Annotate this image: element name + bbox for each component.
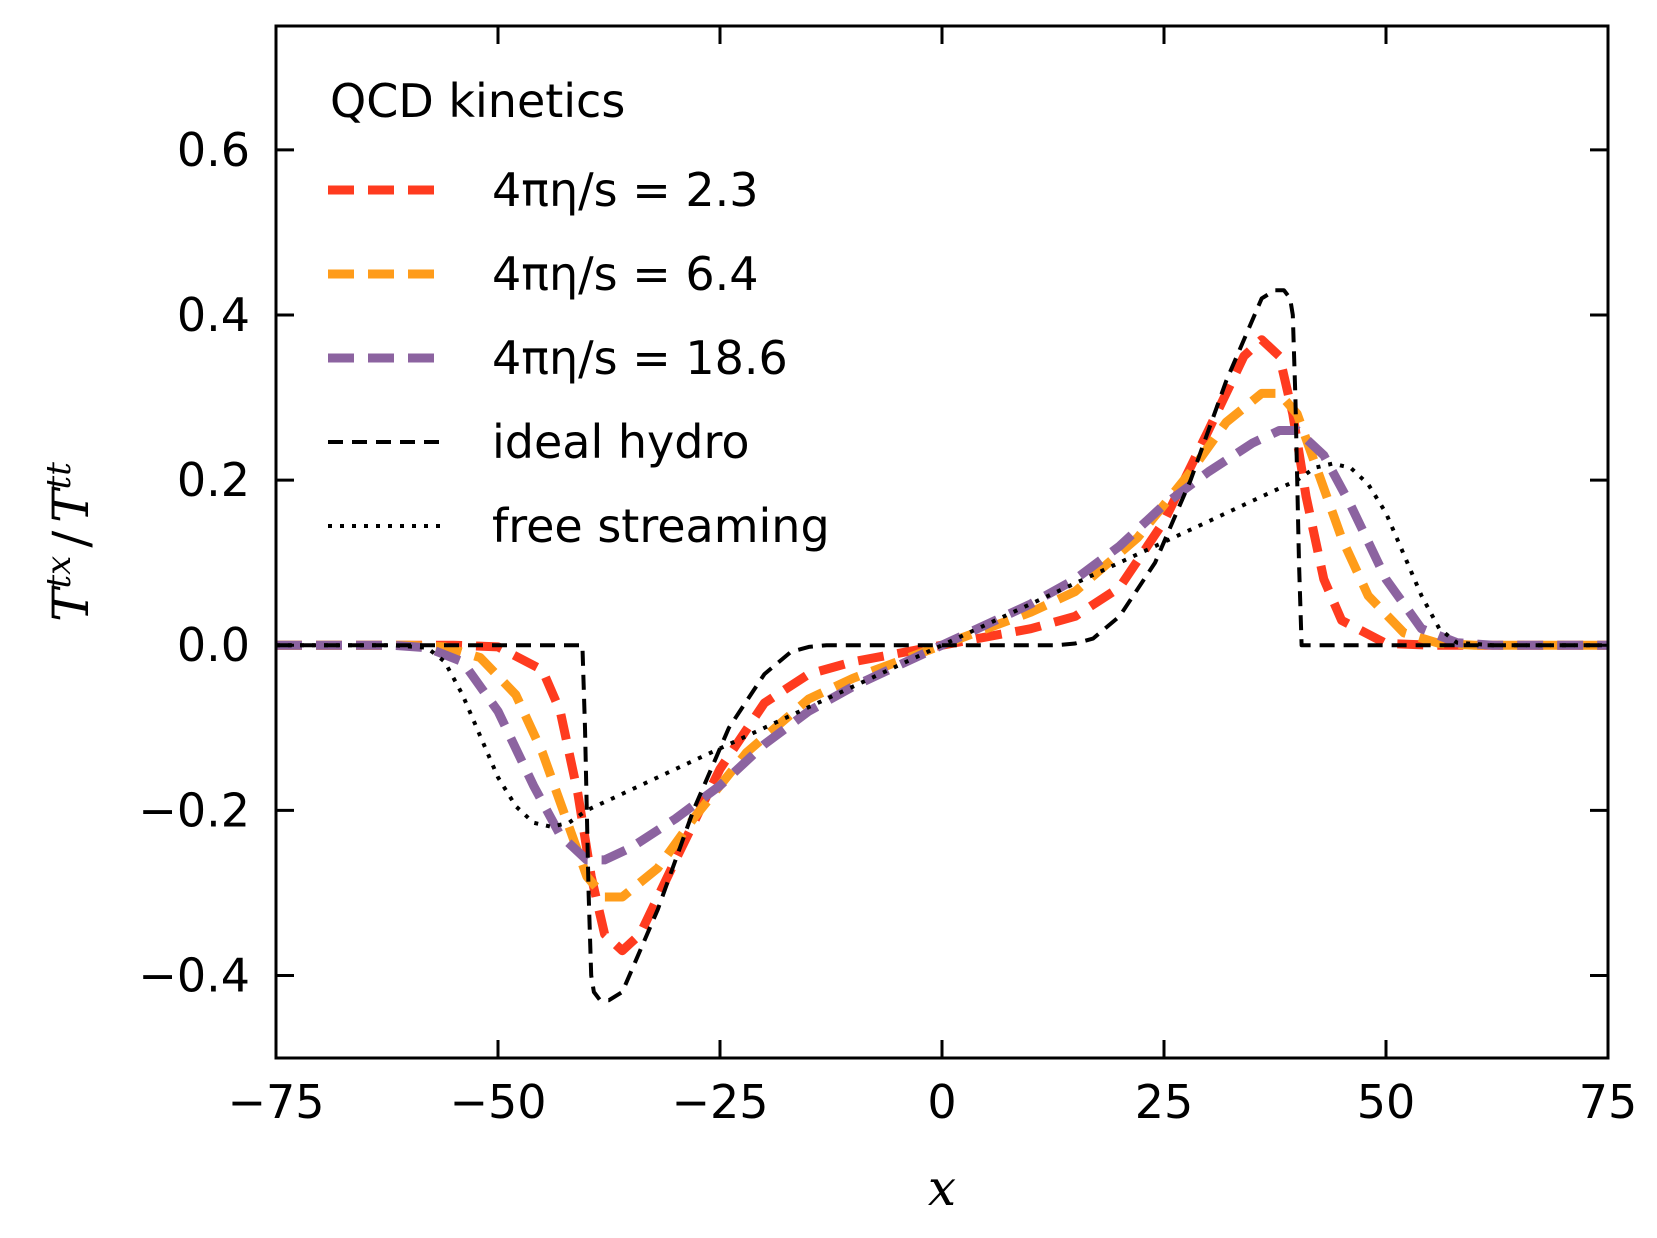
y-label-den-base: T (42, 486, 100, 523)
x-tick-label: −75 (227, 1075, 324, 1129)
x-tick-label: −25 (671, 1075, 768, 1129)
series-line-4 (276, 461, 1608, 829)
legend-entries: 4πη/s = 2.3 4πη/s = 6.4 4πη/s = 18.6 ideal … (328, 163, 830, 553)
y-axis-label: Ttx / Ttt (39, 462, 100, 622)
y-tick-label: −0.2 (138, 783, 250, 837)
x-tick-label: 75 (1579, 1075, 1638, 1129)
y-label-den-sup: tt (39, 462, 79, 490)
ticks-layer: −75 −50 −25 0 25 50 75 −0.4 −0.2 0.0 0.2 0.4 0.6 (138, 26, 1637, 1129)
legend-label-1: 4πη/s = 6.4 (492, 247, 759, 301)
y-tick-label: 0.2 (177, 453, 250, 507)
y-tick-label: −0.4 (138, 948, 250, 1002)
x-tick-label: 25 (1135, 1075, 1194, 1129)
legend-label-2: 4πη/s = 18.6 (492, 331, 788, 385)
x-tick-label: −50 (449, 1075, 546, 1129)
y-label-num-base: T (42, 585, 100, 622)
legend-title: QCD kinetics (330, 74, 625, 128)
y-label-slash: / (42, 531, 100, 548)
y-label-num-sup: tx (39, 556, 79, 589)
x-tick-label: 50 (1357, 1075, 1416, 1129)
series-layer (276, 288, 1608, 1003)
y-tick-label: 0.6 (177, 123, 250, 177)
y-tick-label: 0.0 (177, 618, 250, 672)
plot-frame (274, 24, 1610, 1060)
legend-label-4: free streaming (492, 499, 830, 553)
legend-label-0: 4πη/s = 2.3 (492, 163, 759, 217)
x-tick-label: 0 (927, 1075, 956, 1129)
legend-label-3: ideal hydro (492, 415, 750, 469)
y-tick-label: 0.4 (177, 288, 250, 342)
series-line-1 (276, 388, 1608, 902)
x-axis-label: x (928, 1159, 956, 1217)
series-line-3 (276, 288, 1608, 1003)
